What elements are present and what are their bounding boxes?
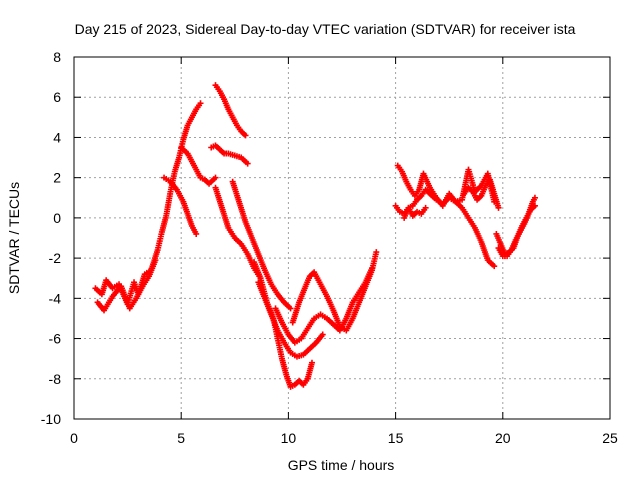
data-point: [244, 160, 251, 167]
series-segment: [161, 174, 200, 237]
x-tick-label: 20: [495, 430, 511, 446]
series-segment: [208, 142, 251, 167]
y-tick-label: 2: [53, 170, 61, 186]
y-tick-label: -8: [49, 371, 62, 387]
x-tick-label: 0: [70, 430, 78, 446]
grid-lines: [74, 57, 610, 419]
data-point: [152, 257, 159, 264]
y-tick-label: -6: [49, 331, 62, 347]
x-tick-label: 5: [177, 430, 185, 446]
series-segment: [178, 144, 219, 187]
y-tick-label: -10: [41, 411, 61, 427]
y-tick-label: -4: [49, 290, 62, 306]
y-tick-label: 8: [53, 49, 61, 65]
data-point: [491, 263, 498, 270]
series-segment: [255, 279, 326, 360]
data-point: [422, 204, 429, 211]
y-tick-label: 6: [53, 89, 61, 105]
x-tick-label: 10: [281, 430, 297, 446]
data-point: [197, 100, 204, 107]
y-tick-label: -2: [49, 250, 62, 266]
x-tick-label: 25: [602, 430, 618, 446]
series-segment: [461, 176, 502, 211]
series-segment: [401, 204, 429, 221]
series-segment: [495, 194, 538, 260]
data-point: [242, 132, 249, 139]
series-segment: [289, 249, 380, 334]
data-point: [495, 204, 502, 211]
y-tick-label: 0: [53, 210, 61, 226]
data-point: [193, 230, 200, 237]
chart-title: Day 215 of 2023, Sidereal Day-to-day VTE…: [75, 21, 576, 37]
series-segment: [212, 82, 249, 139]
data-point: [212, 174, 219, 181]
x-tick-label: 15: [388, 430, 404, 446]
data-point: [531, 194, 538, 201]
series-segment: [229, 178, 294, 312]
x-axis-label: GPS time / hours: [288, 457, 395, 473]
y-tick-label: 4: [53, 129, 61, 145]
data-point: [373, 249, 380, 256]
series-segment: [94, 257, 159, 314]
data-series: [92, 82, 538, 390]
axis-ticks: 0 5 10 15 20 25 -10 -8 -6 -4 -2 0 2 4 6 8: [41, 49, 618, 446]
data-point: [319, 331, 326, 338]
plot-border: [73, 56, 611, 420]
y-axis-label: SDTVAR / TECUs: [6, 182, 22, 294]
series-segment: [212, 184, 264, 282]
data-point: [287, 305, 294, 312]
series-segment: [394, 162, 498, 209]
data-point: [308, 359, 315, 366]
